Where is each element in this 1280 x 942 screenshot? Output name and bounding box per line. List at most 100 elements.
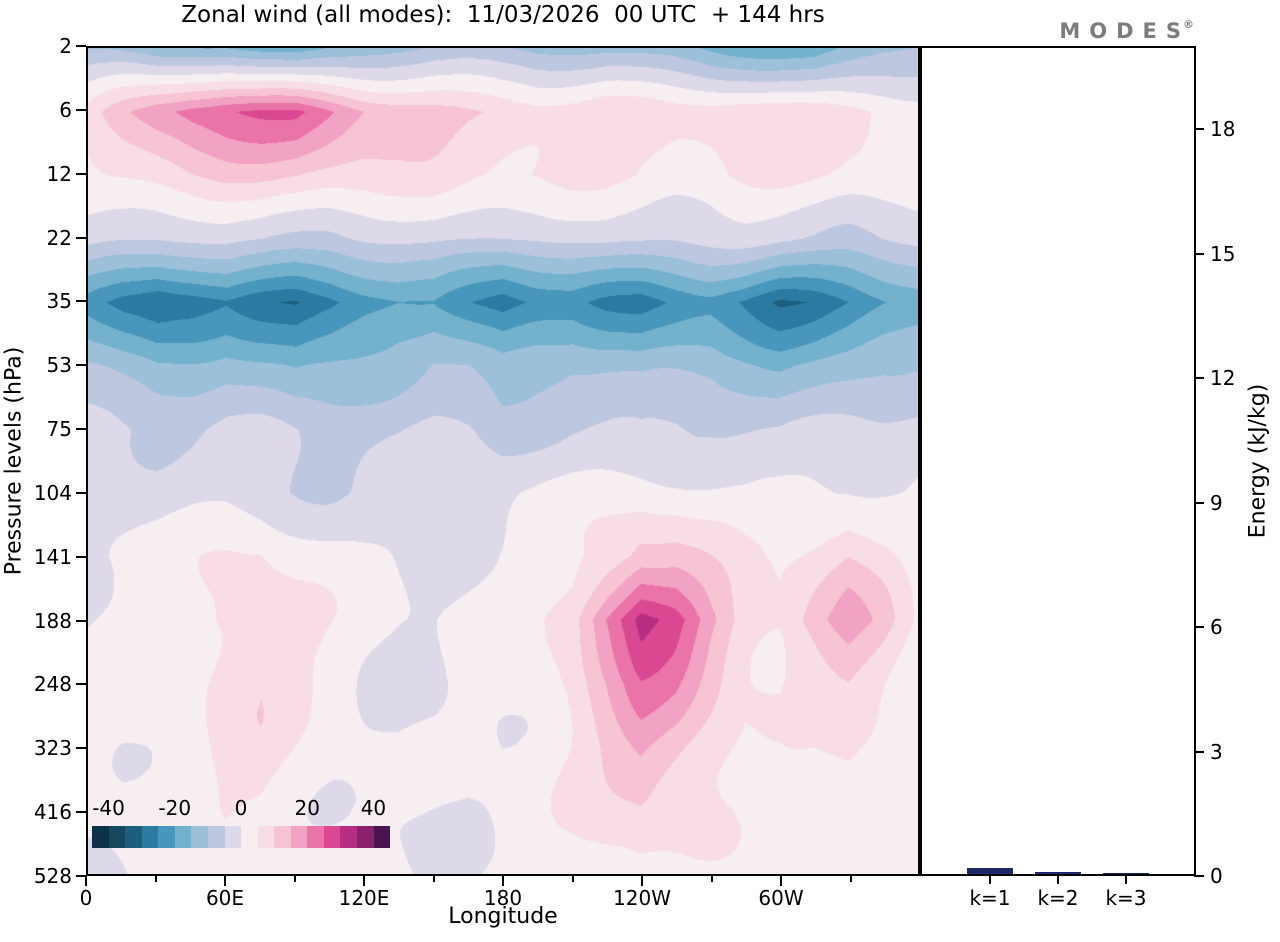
modes-logo: MODES® bbox=[1059, 18, 1194, 43]
pressure-tick bbox=[76, 300, 86, 303]
energy-tick bbox=[1194, 501, 1204, 504]
colorbar-swatch bbox=[357, 826, 374, 848]
longitude-minor-tick bbox=[710, 876, 713, 882]
colorbar-swatch bbox=[340, 826, 357, 848]
colorbar-swatch bbox=[191, 826, 208, 848]
k-category-label: k=3 bbox=[1105, 886, 1147, 910]
pressure-tick-label: 141 bbox=[33, 544, 72, 569]
pressure-tick bbox=[76, 747, 86, 750]
energy-tick-label: 9 bbox=[1210, 490, 1223, 515]
longitude-tick-label: 60E bbox=[205, 886, 245, 910]
colorbar-swatch bbox=[108, 826, 126, 848]
energy-tick bbox=[1194, 875, 1204, 877]
k-category-label: k=2 bbox=[1037, 886, 1079, 910]
colorbar-tick-label: 20 bbox=[294, 796, 320, 820]
colorbar-tick-label: -40 bbox=[92, 796, 125, 820]
pressure-tick-label: 104 bbox=[33, 480, 72, 505]
colorbar-swatch bbox=[241, 826, 258, 848]
colorbar-swatch bbox=[274, 826, 291, 848]
colorbar-swatch bbox=[373, 826, 391, 848]
longitude-tick bbox=[641, 876, 643, 886]
longitude-tick-label: 60W bbox=[758, 886, 804, 910]
k-tick bbox=[989, 876, 991, 884]
colorbar-tick-label: 40 bbox=[360, 796, 387, 820]
energy-tick-label: 18 bbox=[1210, 117, 1236, 141]
longitude-tick-label: 0 bbox=[79, 886, 93, 910]
pressure-tick-label: 248 bbox=[33, 672, 72, 697]
energy-tick bbox=[1194, 128, 1204, 130]
longitude-tick bbox=[85, 876, 87, 886]
pressure-tick-label: 12 bbox=[46, 161, 72, 186]
pressure-tick-label: 528 bbox=[33, 864, 72, 888]
energy-bar-k=2 bbox=[1035, 871, 1081, 874]
colorbar-swatch bbox=[174, 826, 192, 848]
energy-tick bbox=[1194, 377, 1204, 379]
longitude-tick-label: 120E bbox=[338, 886, 390, 910]
energy-tick bbox=[1194, 626, 1204, 628]
energy-tick-label: 0 bbox=[1210, 864, 1223, 888]
colorbar-tick-label: -20 bbox=[158, 796, 192, 820]
longitude-minor-tick bbox=[293, 876, 296, 882]
colorbar-swatch bbox=[224, 826, 242, 848]
pressure-tick bbox=[76, 619, 86, 622]
pressure-tick bbox=[76, 172, 86, 175]
pressure-tick bbox=[76, 683, 86, 686]
longitude-minor-tick bbox=[849, 876, 852, 882]
energy-tick bbox=[1194, 252, 1204, 255]
colorbar-swatch bbox=[158, 826, 175, 848]
energy-bar-k=1 bbox=[967, 867, 1013, 874]
colorbar-swatch bbox=[323, 826, 341, 848]
pressure-tick-label: 22 bbox=[46, 225, 72, 250]
contour-plot-area bbox=[86, 46, 920, 876]
pressure-tick-label: 6 bbox=[59, 97, 72, 122]
energy-tick-label: 12 bbox=[1210, 366, 1236, 390]
longitude-minor-tick bbox=[154, 876, 157, 882]
k-tick bbox=[1057, 876, 1059, 884]
pressure-tick bbox=[76, 45, 86, 47]
pressure-tick-label: 416 bbox=[33, 800, 72, 825]
colorbar-swatch bbox=[207, 826, 225, 848]
energy-bar-panel bbox=[920, 46, 1196, 876]
energy-axis-title: Energy (kJ/kg) bbox=[1245, 383, 1271, 539]
longitude-tick bbox=[502, 876, 504, 886]
longitude-tick bbox=[780, 876, 782, 886]
colorbar-swatch bbox=[92, 826, 109, 848]
pressure-tick bbox=[76, 108, 86, 111]
longitude-tick bbox=[363, 876, 365, 886]
colorbar-tick-label: 0 bbox=[234, 796, 248, 820]
pressure-tick-label: 53 bbox=[46, 353, 72, 378]
energy-bar-k=3 bbox=[1103, 872, 1149, 874]
modes-logo-text: MODES bbox=[1059, 19, 1190, 43]
pressure-tick-label: 75 bbox=[46, 417, 72, 442]
pressure-tick bbox=[76, 491, 86, 494]
registered-mark: ® bbox=[1183, 18, 1194, 31]
pressure-tick bbox=[76, 364, 86, 367]
colorbar-swatch bbox=[141, 826, 159, 848]
pressure-tick bbox=[76, 811, 86, 814]
pressure-tick bbox=[76, 875, 86, 877]
x-axis-title: Longitude bbox=[448, 904, 558, 929]
energy-tick-label: 15 bbox=[1210, 241, 1236, 266]
pressure-tick-label: 188 bbox=[33, 608, 72, 633]
colorbar-swatch bbox=[257, 826, 275, 848]
k-tick bbox=[1125, 876, 1127, 884]
energy-tick bbox=[1194, 750, 1204, 753]
longitude-tick-label: 120W bbox=[613, 886, 671, 910]
chart-title: Zonal wind (all modes): 11/03/2026 00 UT… bbox=[181, 2, 825, 28]
colorbar bbox=[92, 826, 391, 848]
pressure-tick bbox=[76, 428, 86, 431]
contour-canvas bbox=[88, 48, 918, 874]
longitude-tick-label: 180 bbox=[483, 886, 523, 910]
k-category-label: k=1 bbox=[969, 886, 1011, 910]
colorbar-swatch bbox=[307, 826, 324, 848]
pressure-tick bbox=[76, 555, 86, 558]
energy-tick-label: 6 bbox=[1210, 615, 1223, 639]
longitude-minor-tick bbox=[432, 876, 435, 882]
pressure-tick bbox=[76, 236, 86, 239]
pressure-tick-label: 2 bbox=[59, 34, 72, 58]
colorbar-swatch bbox=[125, 826, 142, 848]
longitude-tick bbox=[224, 876, 226, 886]
energy-tick-label: 3 bbox=[1210, 739, 1223, 764]
longitude-minor-tick bbox=[571, 876, 574, 882]
